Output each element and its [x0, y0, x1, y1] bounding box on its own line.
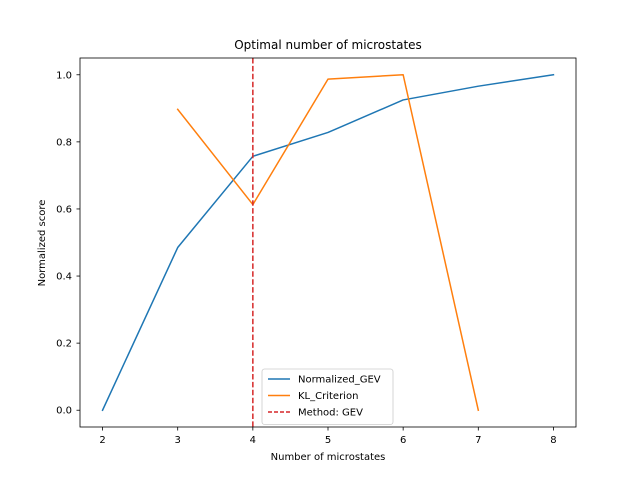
plot-area: 2 3 4 5 6 7 8 0.0 0.2 0.4 0.6 0.8 1.0 Normalized_GEV K…: [56, 57, 577, 446]
y-axis-label: Normalized score: [37, 200, 48, 287]
y-tick-label: 0.0: [56, 406, 72, 417]
y-tick-label: 0.4: [56, 272, 72, 283]
legend-label: Normalized_GEV: [298, 375, 381, 386]
legend-label: Method: GEV: [298, 408, 363, 419]
chart-title: Optimal number of microstates: [234, 38, 422, 52]
x-tick-label: 8: [550, 435, 556, 446]
y-tick-label: 0.8: [56, 137, 72, 148]
x-tick-label: 2: [99, 435, 105, 446]
x-tick-label: 3: [175, 435, 181, 446]
legend-box: [261, 368, 394, 425]
series-line-normalized-gev: [101, 73, 555, 412]
x-tick-label: 4: [250, 435, 256, 446]
x-axis-label: Number of microstates: [271, 452, 386, 463]
y-tick-label: 1.0: [56, 70, 72, 81]
y-tick-label: 0.6: [56, 204, 72, 215]
x-tick-label: 5: [325, 435, 331, 446]
legend-label: KL_Criterion: [298, 391, 358, 402]
series-line-kl-criterion: [176, 74, 480, 412]
x-tick-label: 6: [400, 435, 406, 446]
y-tick-label: 0.2: [56, 339, 72, 350]
x-tick-label: 7: [475, 435, 481, 446]
legend: Normalized_GEV KL_Criterion Method: GEV: [261, 368, 394, 425]
